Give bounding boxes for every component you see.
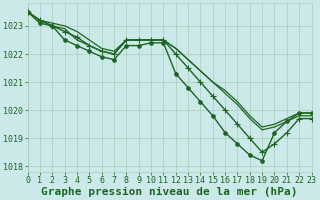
X-axis label: Graphe pression niveau de la mer (hPa): Graphe pression niveau de la mer (hPa) (41, 186, 298, 197)
